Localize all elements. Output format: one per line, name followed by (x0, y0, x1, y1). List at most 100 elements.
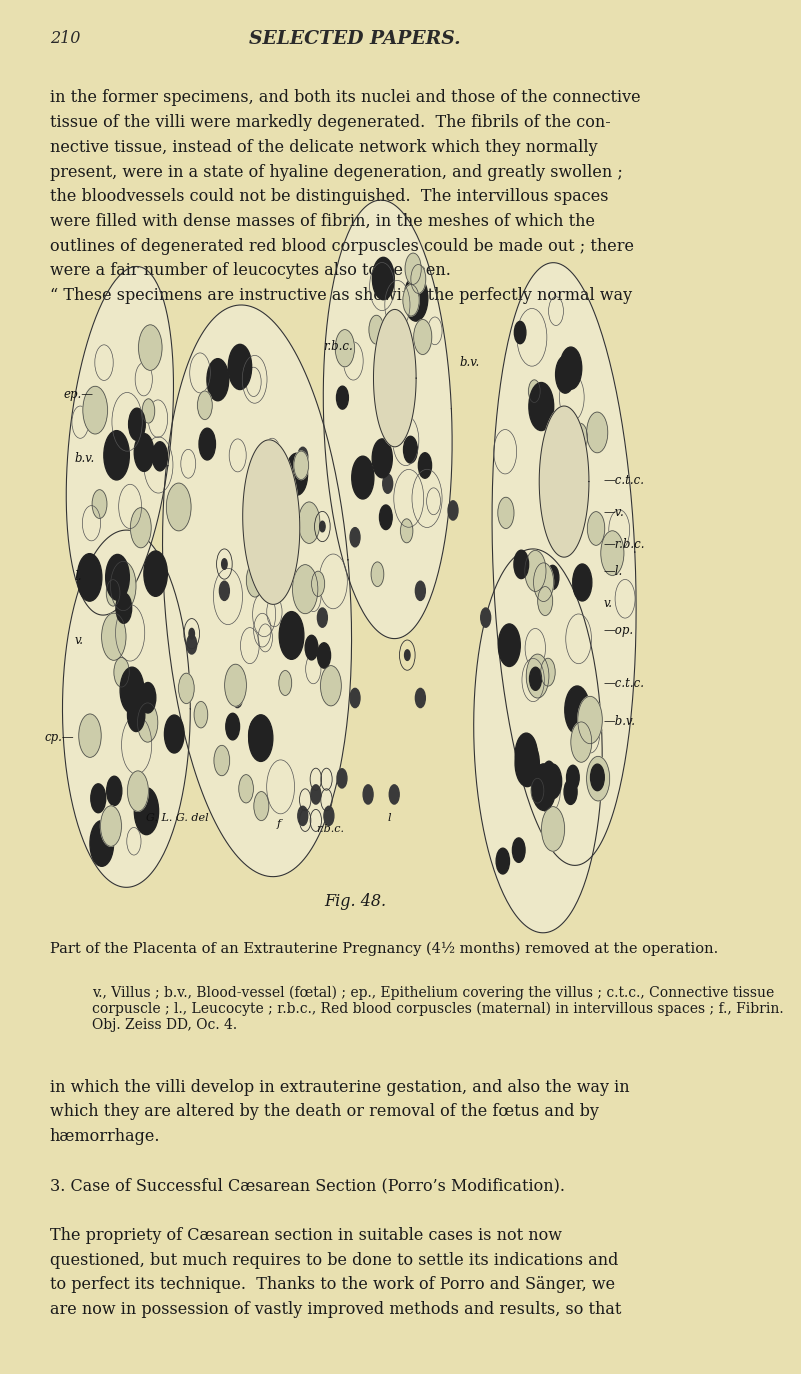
Circle shape (247, 563, 264, 598)
Circle shape (298, 448, 308, 467)
Circle shape (152, 441, 167, 471)
Circle shape (135, 434, 154, 471)
Circle shape (167, 484, 191, 530)
Circle shape (337, 769, 347, 789)
Circle shape (106, 555, 129, 600)
Circle shape (529, 382, 553, 430)
Circle shape (248, 717, 268, 754)
Polygon shape (492, 262, 636, 866)
Circle shape (324, 807, 334, 826)
Circle shape (127, 698, 145, 731)
Circle shape (107, 580, 120, 606)
Circle shape (131, 507, 151, 548)
Text: outlines of degenerated red blood corpuscles could be made out ; there: outlines of degenerated red blood corpus… (50, 238, 634, 254)
Text: present, were in a state of hyaline degeneration, and greatly swollen ;: present, were in a state of hyaline dege… (50, 164, 622, 180)
Circle shape (336, 330, 355, 367)
Polygon shape (66, 267, 174, 616)
Circle shape (372, 257, 394, 300)
Circle shape (418, 453, 432, 478)
Circle shape (577, 721, 592, 750)
Circle shape (292, 565, 318, 614)
Circle shape (90, 820, 114, 866)
Circle shape (299, 502, 320, 543)
Circle shape (272, 463, 282, 482)
Polygon shape (62, 530, 191, 888)
Circle shape (207, 359, 229, 401)
Text: to perfect its technique.  Thanks to the work of Porro and Sänger, we: to perfect its technique. Thanks to the … (50, 1276, 615, 1293)
Text: l.: l. (74, 570, 82, 583)
Circle shape (513, 838, 525, 863)
Text: f: f (276, 819, 281, 829)
Circle shape (546, 565, 559, 589)
Circle shape (254, 791, 269, 820)
Text: —c.t.c.: —c.t.c. (603, 677, 644, 690)
Circle shape (526, 654, 549, 698)
Circle shape (543, 761, 555, 785)
Text: G. L. G. del: G. L. G. del (146, 813, 208, 823)
Circle shape (138, 703, 158, 742)
Text: —r.b.c.: —r.b.c. (603, 539, 645, 551)
Circle shape (350, 528, 360, 547)
Circle shape (336, 386, 348, 409)
Polygon shape (473, 550, 602, 933)
Text: cp.—: cp.— (45, 731, 74, 743)
Circle shape (143, 398, 155, 423)
Circle shape (224, 664, 247, 706)
Circle shape (350, 688, 360, 708)
Text: Fig. 48.: Fig. 48. (324, 893, 386, 910)
Text: in the former specimens, and both its nuclei and those of the connective: in the former specimens, and both its nu… (50, 89, 640, 106)
Circle shape (120, 668, 144, 713)
Text: the bloodvessels could not be distinguished.  The intervillous spaces: the bloodvessels could not be distinguis… (50, 188, 608, 205)
Text: —b.v.: —b.v. (603, 714, 635, 728)
Circle shape (317, 607, 328, 628)
Text: 3. Case of Successful Cæsarean Section (Porro’s Modification).: 3. Case of Successful Cæsarean Section (… (50, 1178, 565, 1194)
Circle shape (164, 714, 184, 753)
Polygon shape (163, 305, 352, 877)
Circle shape (481, 607, 491, 628)
Circle shape (127, 771, 148, 811)
Circle shape (363, 785, 373, 804)
Circle shape (189, 628, 195, 639)
Circle shape (83, 386, 107, 434)
Circle shape (129, 408, 145, 441)
Circle shape (400, 519, 413, 543)
Text: are now in possession of vastly improved methods and results, so that: are now in possession of vastly improved… (50, 1301, 621, 1318)
Polygon shape (539, 407, 589, 556)
Circle shape (78, 554, 102, 602)
Circle shape (531, 778, 544, 802)
Circle shape (383, 474, 392, 493)
Text: —c.t.c.: —c.t.c. (603, 474, 644, 486)
Circle shape (515, 734, 537, 776)
Circle shape (228, 345, 252, 390)
Circle shape (537, 587, 553, 616)
Circle shape (104, 430, 129, 480)
Text: in which the villi develop in extrauterine gestation, and also the way in: in which the villi develop in extrauteri… (50, 1079, 630, 1095)
Circle shape (498, 497, 514, 529)
Text: v.: v. (603, 596, 612, 610)
Circle shape (380, 506, 392, 529)
Text: —v.: —v. (603, 506, 624, 519)
Circle shape (573, 423, 587, 452)
Circle shape (533, 563, 553, 602)
Text: nective tissue, instead of the delicate network which they normally: nective tissue, instead of the delicate … (50, 139, 598, 155)
Circle shape (194, 702, 207, 728)
Text: l: l (388, 813, 391, 823)
Circle shape (544, 764, 562, 798)
Circle shape (560, 348, 582, 389)
Circle shape (514, 322, 526, 344)
Circle shape (135, 787, 159, 834)
Text: b.v.: b.v. (460, 356, 480, 368)
Circle shape (232, 688, 243, 708)
Circle shape (411, 265, 426, 294)
Text: The propriety of Cæsarean section in suitable cases is not now: The propriety of Cæsarean section in sui… (50, 1227, 562, 1243)
Text: 210: 210 (50, 30, 80, 47)
Circle shape (371, 562, 384, 587)
Circle shape (199, 429, 215, 460)
Text: hæmorrhage.: hæmorrhage. (50, 1128, 160, 1145)
Circle shape (101, 805, 122, 846)
Circle shape (448, 500, 458, 521)
Polygon shape (243, 440, 300, 605)
Polygon shape (373, 309, 416, 447)
Circle shape (587, 511, 605, 545)
Text: v., Villus ; b.v., Blood-vessel (fœtal) ; ep., Epithelium covering the villus ; : v., Villus ; b.v., Blood-vessel (fœtal) … (92, 985, 793, 1032)
